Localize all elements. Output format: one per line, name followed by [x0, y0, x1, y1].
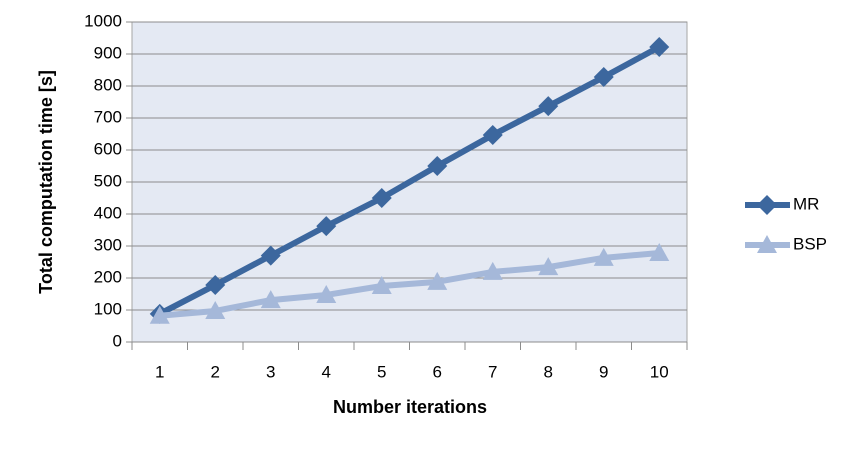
x-axis-title: Number iterations [333, 397, 487, 417]
y-tick-label: 200 [94, 267, 122, 286]
marker [260, 245, 281, 266]
marker [538, 257, 559, 276]
y-tick-label: 300 [94, 235, 122, 254]
x-tick-label: 10 [650, 362, 669, 381]
y-tick-label: 0 [113, 331, 122, 350]
x-tick-label: 7 [488, 362, 497, 381]
marker [649, 36, 670, 57]
legend-label: MR [793, 194, 819, 213]
marker [482, 261, 503, 280]
marker [205, 275, 226, 296]
y-tick-label: 100 [94, 299, 122, 318]
series-line [159, 250, 660, 319]
x-tick-label: 2 [211, 362, 220, 381]
x-tick-label: 4 [322, 362, 331, 381]
marker [316, 284, 337, 303]
marker [757, 235, 777, 253]
marker [482, 124, 503, 145]
y-tick-label: 400 [94, 203, 122, 222]
marker [316, 216, 337, 237]
y-tick-label: 600 [94, 139, 122, 158]
marker [427, 156, 448, 176]
series-line [158, 44, 661, 317]
marker [427, 271, 448, 290]
y-tick-label: 500 [94, 171, 122, 190]
marker [149, 305, 170, 324]
marker [757, 195, 777, 215]
legend-label: BSP [793, 234, 827, 253]
x-tick-label: 5 [377, 362, 386, 381]
marker [371, 276, 392, 294]
y-tick-label: 800 [94, 75, 122, 94]
y-tick-label: 900 [94, 43, 122, 62]
x-tick-label: 8 [544, 362, 553, 381]
x-tick-label: 1 [155, 362, 164, 381]
marker [593, 67, 614, 88]
marker [593, 247, 614, 266]
x-tick-label: 6 [433, 362, 442, 381]
y-tick-label: 700 [94, 107, 122, 126]
x-tick-label: 3 [266, 362, 275, 381]
marker [538, 96, 559, 117]
marker [371, 188, 392, 208]
y-axis-title: Total computation time [s] [36, 70, 56, 294]
marker [205, 300, 226, 319]
x-tick-label: 9 [599, 362, 608, 381]
marker [649, 243, 670, 262]
marker [260, 290, 281, 309]
y-tick-label: 1000 [84, 11, 122, 30]
